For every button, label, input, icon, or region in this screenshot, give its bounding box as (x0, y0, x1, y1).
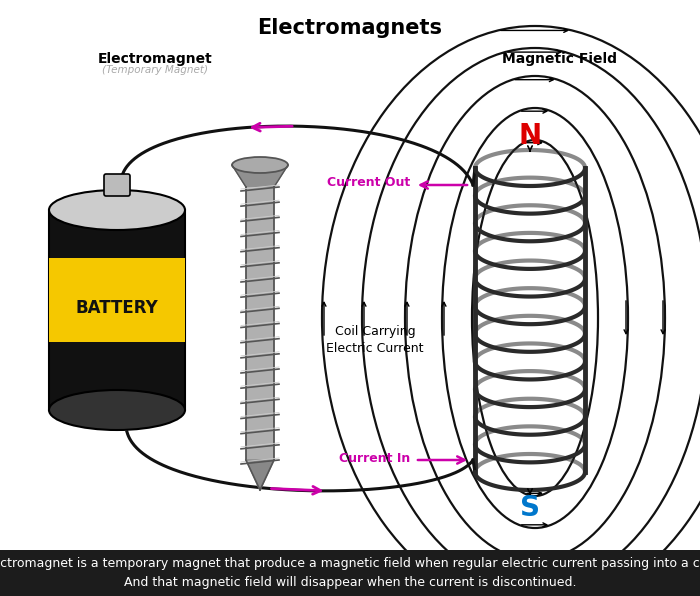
Polygon shape (246, 460, 274, 490)
Text: S: S (520, 494, 540, 522)
Text: Electromagnet is a temporary magnet that produce a magnetic field when regular e: Electromagnet is a temporary magnet that… (0, 557, 700, 589)
Bar (49, 210, 185, 410)
Text: (Temporary Magnet): (Temporary Magnet) (102, 65, 208, 75)
Bar (246, 187, 274, 460)
Ellipse shape (49, 190, 185, 230)
Bar (0, 550, 700, 596)
Text: Current Out: Current Out (327, 176, 410, 190)
Text: Coil Carrying
Electric Current: Coil Carrying Electric Current (326, 324, 424, 355)
Text: Magnetic Field: Magnetic Field (503, 52, 617, 66)
Text: BATTERY: BATTERY (76, 299, 158, 317)
Text: N: N (519, 122, 542, 150)
Text: Electromagnet: Electromagnet (97, 52, 212, 66)
Text: Current In: Current In (339, 452, 410, 464)
Text: Electromagnets: Electromagnets (258, 18, 442, 38)
Ellipse shape (49, 390, 185, 430)
Ellipse shape (232, 157, 288, 173)
Polygon shape (232, 165, 288, 187)
FancyBboxPatch shape (104, 174, 130, 196)
Bar (49, 258, 185, 342)
